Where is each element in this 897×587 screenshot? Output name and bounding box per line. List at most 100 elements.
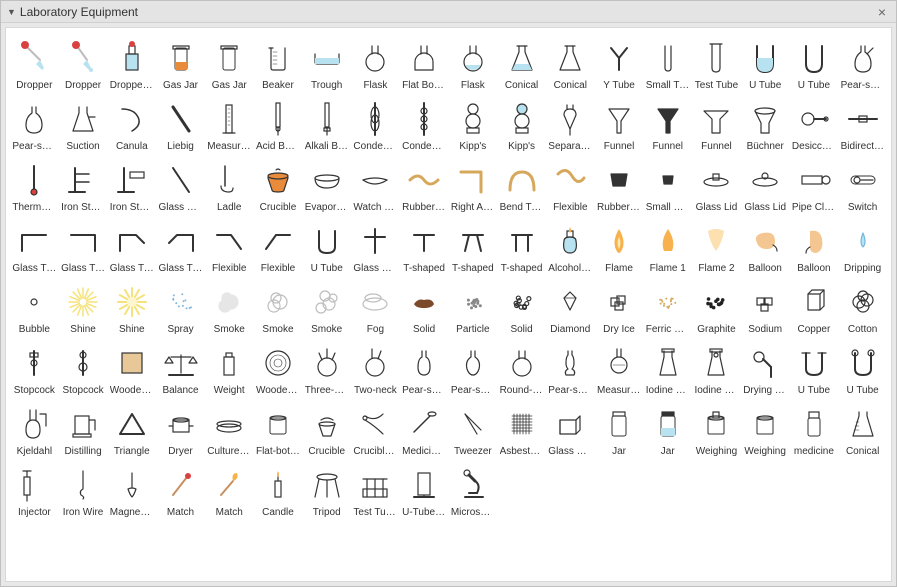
equipment-item[interactable]: Funnel	[595, 97, 644, 156]
equipment-item[interactable]: Solid	[497, 280, 546, 339]
equipment-item[interactable]: Flask	[351, 36, 400, 95]
equipment-item[interactable]: Balloon	[741, 219, 790, 278]
equipment-item[interactable]: Crucible	[254, 158, 303, 217]
equipment-item[interactable]: Flame 2	[692, 219, 741, 278]
equipment-item[interactable]: Ferric Oxide	[643, 280, 692, 339]
equipment-item[interactable]: Separating	[546, 97, 595, 156]
equipment-item[interactable]: T-shaped	[497, 219, 546, 278]
equipment-item[interactable]: Glass Lid	[692, 158, 741, 217]
equipment-item[interactable]: Alcohol Lamp	[546, 219, 595, 278]
equipment-item[interactable]: Y Tube	[595, 36, 644, 95]
equipment-item[interactable]: Weighing	[741, 402, 790, 461]
equipment-item[interactable]: Small Bung	[643, 158, 692, 217]
equipment-item[interactable]: Iron Stand	[59, 158, 108, 217]
equipment-item[interactable]: T-shaped	[400, 219, 449, 278]
equipment-item[interactable]: Glass Rod	[156, 158, 205, 217]
equipment-item[interactable]: Dripping	[838, 219, 887, 278]
equipment-item[interactable]: Graphite	[692, 280, 741, 339]
equipment-item[interactable]: Pear-shaped	[448, 341, 497, 400]
equipment-item[interactable]: Medicine Spoon	[400, 402, 449, 461]
equipment-item[interactable]: Test Tube	[692, 36, 741, 95]
equipment-item[interactable]: Glass Tube	[107, 219, 156, 278]
equipment-item[interactable]: Switch	[838, 158, 887, 217]
equipment-item[interactable]: Tripod	[302, 463, 351, 522]
equipment-item[interactable]: Pipe Clamp	[790, 158, 839, 217]
equipment-item[interactable]: Small Tube	[643, 36, 692, 95]
equipment-item[interactable]: Dropper	[10, 36, 59, 95]
equipment-item[interactable]: U Tube	[741, 36, 790, 95]
equipment-item[interactable]: Cotton	[838, 280, 887, 339]
close-icon[interactable]: ×	[874, 4, 890, 20]
equipment-item[interactable]: Pear-shaped	[838, 36, 887, 95]
collapse-caret-icon[interactable]: ▼	[7, 7, 16, 17]
equipment-item[interactable]: Jar	[643, 402, 692, 461]
equipment-item[interactable]: Pear-shaped	[400, 341, 449, 400]
equipment-item[interactable]: Flat-bottom	[254, 402, 303, 461]
equipment-item[interactable]: Bubble	[10, 280, 59, 339]
equipment-item[interactable]: Beaker	[254, 36, 303, 95]
equipment-item[interactable]: Liebig	[156, 97, 205, 156]
equipment-item[interactable]: Particle	[448, 280, 497, 339]
equipment-item[interactable]: Shine	[107, 280, 156, 339]
equipment-item[interactable]: Condenser	[351, 97, 400, 156]
equipment-item[interactable]: Gas Jar	[205, 36, 254, 95]
equipment-item[interactable]: Tweezer	[448, 402, 497, 461]
equipment-item[interactable]: Rubber Bung	[595, 158, 644, 217]
equipment-item[interactable]: Match	[205, 463, 254, 522]
equipment-item[interactable]: Glass Conn	[351, 219, 400, 278]
equipment-item[interactable]: Solid	[400, 280, 449, 339]
equipment-item[interactable]: Kjeldahl	[10, 402, 59, 461]
equipment-item[interactable]: Glass Lid	[741, 158, 790, 217]
equipment-item[interactable]: Flexible	[546, 158, 595, 217]
equipment-item[interactable]: Drying Tube	[741, 341, 790, 400]
equipment-item[interactable]: Flexible	[205, 219, 254, 278]
equipment-item[interactable]: T-shaped	[448, 219, 497, 278]
equipment-item[interactable]: Dryer	[156, 402, 205, 461]
equipment-item[interactable]: Balance	[156, 341, 205, 400]
equipment-item[interactable]: Stopcock	[10, 341, 59, 400]
equipment-item[interactable]: Iodine Flask	[692, 341, 741, 400]
equipment-item[interactable]: Conical	[838, 402, 887, 461]
equipment-item[interactable]: Flexible	[254, 219, 303, 278]
equipment-item[interactable]: Conical	[546, 36, 595, 95]
equipment-item[interactable]: Measuring	[205, 97, 254, 156]
equipment-item[interactable]: Fog	[351, 280, 400, 339]
equipment-item[interactable]: U Tube	[838, 341, 887, 400]
equipment-item[interactable]: Stopcock	[59, 341, 108, 400]
equipment-item[interactable]: Dropper	[59, 36, 108, 95]
equipment-item[interactable]: Rubber Tube	[400, 158, 449, 217]
equipment-item[interactable]: Flask	[448, 36, 497, 95]
equipment-item[interactable]: Two-neck	[351, 341, 400, 400]
equipment-item[interactable]: Copper	[790, 280, 839, 339]
equipment-item[interactable]: Weight	[205, 341, 254, 400]
equipment-item[interactable]: Dropper Bottle	[107, 36, 156, 95]
equipment-item[interactable]: Measuring	[595, 341, 644, 400]
equipment-item[interactable]: Test Tube Rack	[351, 463, 400, 522]
equipment-item[interactable]: Round-bottom	[497, 341, 546, 400]
equipment-item[interactable]: Flame	[595, 219, 644, 278]
equipment-item[interactable]: Bidirectional	[838, 97, 887, 156]
equipment-item[interactable]: medicine	[790, 402, 839, 461]
equipment-item[interactable]: U Tube	[790, 36, 839, 95]
equipment-item[interactable]: Right Angle	[448, 158, 497, 217]
equipment-item[interactable]: Weighing	[692, 402, 741, 461]
equipment-item[interactable]: Smoke	[205, 280, 254, 339]
equipment-item[interactable]: Iodine Flask	[643, 341, 692, 400]
equipment-item[interactable]: Ladle	[205, 158, 254, 217]
equipment-item[interactable]: Suction	[59, 97, 108, 156]
equipment-item[interactable]: Magnesium	[107, 463, 156, 522]
equipment-item[interactable]: Desiccator	[790, 97, 839, 156]
equipment-item[interactable]: Glass Tube	[10, 219, 59, 278]
equipment-item[interactable]: Injector	[10, 463, 59, 522]
equipment-item[interactable]: Dry Ice	[595, 280, 644, 339]
equipment-item[interactable]: Alkali Burette	[302, 97, 351, 156]
equipment-item[interactable]: Crucible Tongs	[351, 402, 400, 461]
equipment-item[interactable]: Condenser	[400, 97, 449, 156]
equipment-item[interactable]: Diamond	[546, 280, 595, 339]
equipment-item[interactable]: Spray	[156, 280, 205, 339]
equipment-item[interactable]: Gas Jar	[156, 36, 205, 95]
equipment-item[interactable]: Funnel	[692, 97, 741, 156]
equipment-item[interactable]: Flat Bottom	[400, 36, 449, 95]
equipment-item[interactable]: Match	[156, 463, 205, 522]
equipment-item[interactable]: Iron Stand	[107, 158, 156, 217]
